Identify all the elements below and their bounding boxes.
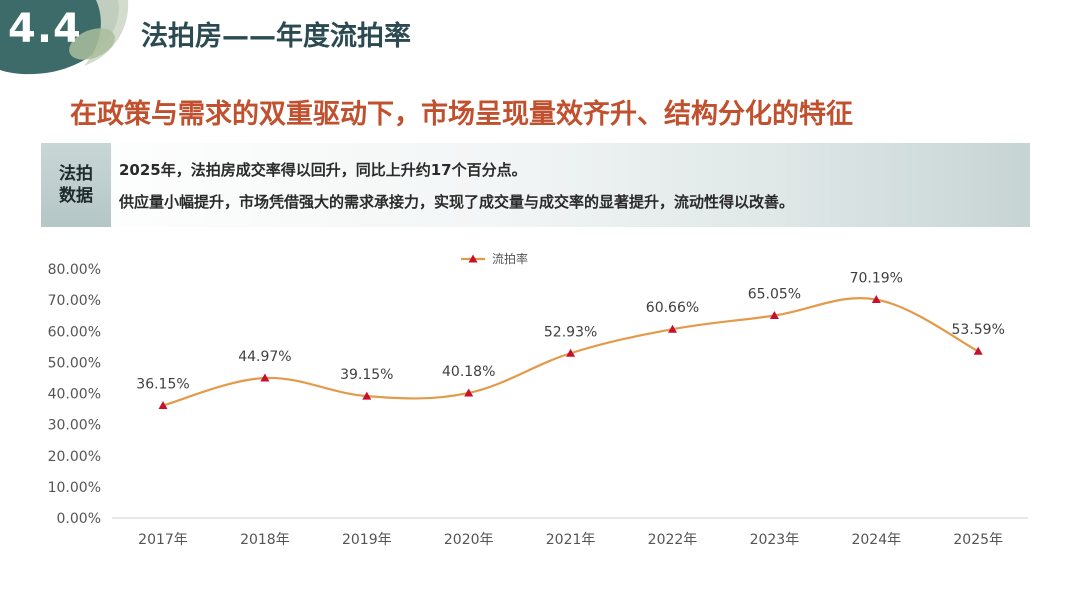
info-box: 法拍 数据 2025年，法拍房成交率得以回升，同比上升约17个百分点。 供应量小… — [41, 143, 1030, 227]
y-tick-label: 50.00% — [48, 355, 101, 371]
x-tick-label: 2017年 — [138, 532, 188, 548]
y-tick-label: 30.00% — [48, 418, 101, 434]
line-chart: 0.00% 10.00% 20.00% 30.00% 40.00% 50.00% 60.00… — [48, 251, 1028, 548]
x-tick-label: 2020年 — [444, 532, 494, 548]
data-point-marker — [464, 388, 474, 397]
legend-label: 流拍率 — [492, 251, 528, 266]
data-point-marker — [158, 400, 168, 409]
x-tick-label: 2022年 — [648, 532, 698, 548]
page-subtitle: 在政策与需求的双重驱动下，市场呈现量效齐升、结构分化的特征 — [70, 99, 853, 130]
data-label: 65.05% — [748, 287, 801, 303]
data-point-marker — [668, 324, 677, 333]
data-label: 36.15% — [136, 376, 189, 392]
y-tick-label: 10.00% — [48, 480, 101, 496]
data-point-marker — [973, 346, 983, 355]
info-tag-line1: 法拍 — [59, 164, 93, 184]
legend-marker — [468, 254, 478, 263]
x-tick-label: 2021年 — [546, 532, 596, 548]
y-tick-label: 80.00% — [48, 262, 101, 278]
x-tick-label: 2025年 — [953, 532, 1003, 548]
y-tick-label: 60.00% — [48, 324, 101, 340]
y-tick-label: 0.00% — [57, 511, 101, 527]
data-label: 52.93% — [544, 324, 597, 340]
data-label: 40.18% — [442, 364, 495, 380]
info-tag: 法拍 数据 — [41, 143, 111, 227]
data-label: 60.66% — [646, 300, 699, 316]
data-label: 70.19% — [850, 271, 903, 287]
header-decoration — [0, 0, 129, 75]
data-point-marker — [362, 391, 372, 400]
data-point-marker — [871, 295, 881, 304]
data-label: 53.59% — [952, 322, 1005, 338]
x-tick-label: 2018年 — [240, 532, 290, 548]
y-tick-label: 40.00% — [48, 387, 101, 403]
y-tick-label: 70.00% — [48, 293, 101, 309]
data-point-marker — [566, 348, 576, 357]
data-point-marker — [769, 311, 779, 320]
info-tag-line2: 数据 — [59, 186, 93, 206]
info-text-line1: 2025年，法拍房成交率得以回升，同比上升约17个百分点。 — [119, 161, 527, 179]
x-tick-label: 2019年 — [342, 532, 392, 548]
y-tick-label: 20.00% — [48, 449, 101, 465]
data-point-marker — [260, 373, 270, 382]
info-text-line2: 供应量小幅提升，市场凭借强大的需求承接力，实现了成交量与成交率的显著提升，流动性… — [119, 193, 795, 211]
section-number: 4.4 — [8, 6, 82, 52]
data-label: 39.15% — [340, 367, 393, 383]
page-title: 法拍房——年度流拍率 — [141, 21, 411, 52]
x-tick-label: 2024年 — [851, 532, 901, 548]
x-tick-label: 2023年 — [750, 532, 800, 548]
data-label: 44.97% — [238, 349, 291, 365]
